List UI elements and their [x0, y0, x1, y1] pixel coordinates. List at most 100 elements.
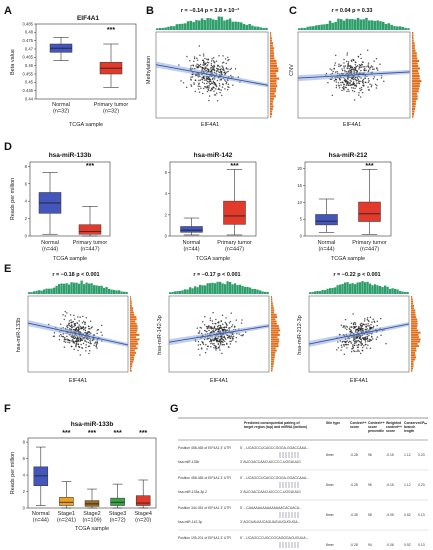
- scatter-point: [334, 62, 337, 64]
- scatter-point: [361, 63, 364, 66]
- top-hist-bar: [194, 286, 197, 294]
- scatter-point: [196, 59, 199, 61]
- scatter-point: [352, 78, 355, 81]
- scatter-point: [352, 87, 355, 89]
- scatter-point: [81, 321, 84, 324]
- box-iqr: [84, 500, 100, 507]
- table-header-line: Weighted: [386, 421, 401, 425]
- right-hist-bar: [411, 354, 416, 357]
- scatter-point: [350, 80, 352, 83]
- right-hist-bar: [271, 320, 277, 323]
- scatter-point: [219, 338, 221, 341]
- scatter-point: [227, 68, 229, 70]
- top-hist-bar: [198, 20, 201, 30]
- scatter-point: [344, 69, 346, 71]
- box-label: Normal: [318, 240, 336, 246]
- scatter-point: [353, 90, 356, 93]
- scatter-point: [210, 60, 213, 62]
- scatter-point: [340, 349, 342, 351]
- scatter-point: [354, 84, 357, 87]
- panel-d-xlabel: TCGA sample: [196, 256, 230, 262]
- top-hist-bar: [231, 21, 235, 30]
- scatter-point: [357, 349, 359, 351]
- scatter-point: [225, 62, 228, 65]
- scatter-point: [226, 342, 228, 345]
- top-hist-bar: [389, 288, 392, 294]
- right-hist-bar: [411, 360, 414, 363]
- right-hist-bar: [412, 39, 414, 42]
- panel-e-scatters: r = −0.18 p < 0.001 hsa-miR-133b EIF4A1 r …: [16, 272, 421, 384]
- scatter-point: [228, 327, 230, 329]
- row-weighted-score: -0.15: [386, 483, 394, 487]
- scatter-point: [197, 85, 199, 87]
- scatter-point: [360, 322, 363, 325]
- scatter-point: [88, 349, 91, 352]
- scatter-point: [48, 323, 50, 326]
- scatter-point: [353, 70, 355, 72]
- scatter-point: [76, 337, 79, 340]
- panel-d-xlabel: TCGA sample: [331, 256, 365, 262]
- scatter-frame: [308, 295, 410, 373]
- scatter-point: [201, 78, 203, 80]
- top-hist-bar: [60, 283, 63, 294]
- scatter-point: [77, 327, 80, 330]
- panel-e-xlabel: EIF4A1: [350, 378, 368, 384]
- scatter-point: [60, 333, 62, 336]
- panel-letter-e: E: [4, 263, 11, 275]
- right-hist-bar: [271, 309, 275, 312]
- scatter-point: [361, 61, 364, 63]
- row-context-score: -0.28: [350, 543, 358, 547]
- scatter-point: [338, 63, 340, 65]
- panel-a-significance: ***: [107, 27, 115, 34]
- scatter-point: [193, 56, 196, 58]
- scatter-point: [82, 327, 84, 330]
- scatter-point: [201, 81, 204, 84]
- right-hist-bar: [270, 54, 275, 57]
- scatter-point: [339, 65, 341, 67]
- scatter-point: [211, 82, 214, 85]
- right-hist-bar: [412, 75, 420, 78]
- scatter-point: [230, 335, 233, 337]
- top-hist-bar: [390, 24, 393, 30]
- right-hist-bar: [271, 367, 273, 370]
- panel-f-xlabel: TCGA sample: [75, 526, 109, 532]
- top-hist-bar: [224, 284, 227, 294]
- scatter-point: [185, 86, 188, 88]
- scatter-point: [348, 328, 351, 330]
- scatter-point: [367, 62, 370, 64]
- top-hist-bar: [256, 289, 259, 294]
- scatter-point: [199, 54, 201, 57]
- scatter-point: [218, 345, 221, 347]
- scatter-point: [100, 324, 103, 327]
- scatter-point: [357, 339, 360, 342]
- scatter-point: [194, 90, 197, 93]
- top-hist-bar: [174, 291, 177, 294]
- top-hist-bar: [93, 285, 96, 294]
- scatter-point: [198, 332, 201, 334]
- scatter-point: [209, 326, 212, 328]
- scatter-point: [208, 329, 210, 332]
- right-hist-bar: [130, 296, 131, 298]
- top-hist-bar: [326, 23, 329, 30]
- scatter-point: [80, 327, 82, 330]
- table-row: Position 195-201 of EIF4A1 3' UTRhsa-miR…: [178, 536, 425, 548]
- scatter-point: [200, 327, 203, 329]
- scatter-point: [219, 349, 221, 351]
- scatter-point: [219, 342, 222, 345]
- right-hist-bar: [271, 311, 275, 314]
- scatter-point: [206, 327, 208, 329]
- scatter-point: [209, 319, 212, 322]
- scatter-point: [349, 326, 351, 328]
- panel-a-boxplot: EIF4A1 0.4850.480.4750.470.4650.460.4550…: [10, 15, 137, 128]
- scatter-point: [96, 329, 99, 331]
- scatter-point: [223, 340, 226, 342]
- scatter-point: [209, 339, 212, 342]
- scatter-point: [76, 326, 79, 328]
- scatter-point: [365, 328, 367, 331]
- top-hist-bar: [63, 283, 66, 294]
- top-hist-bar: [189, 20, 193, 30]
- panel-b-stat: r = −0.14 p = 3.8 × 10⁻³: [181, 7, 239, 14]
- scatter-point: [231, 324, 234, 326]
- scatter-point: [363, 338, 366, 340]
- top-hist-bar: [176, 291, 179, 294]
